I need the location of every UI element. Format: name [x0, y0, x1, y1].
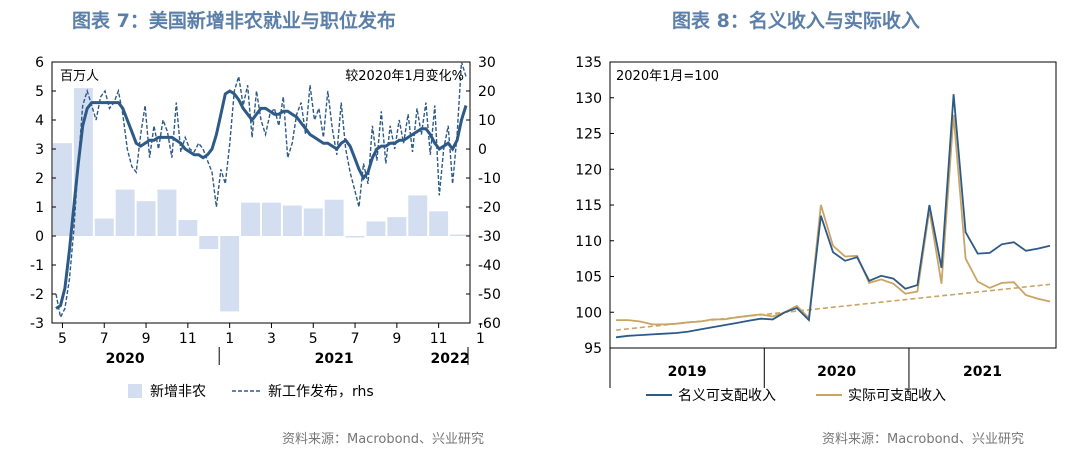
x-year-label: 2020	[817, 364, 856, 380]
left-tick-label: 2	[35, 171, 44, 187]
right-tick-label: 20	[478, 84, 496, 100]
right-tick-label: -10	[478, 171, 501, 187]
y-tick-label: 110	[575, 234, 602, 250]
bar-2021-12	[450, 234, 469, 236]
right-tick-label: -50	[478, 287, 501, 303]
chart-8-title: 图表 8：名义收入与实际收入	[672, 10, 920, 32]
y-tick-label: 130	[575, 91, 602, 107]
left-tick-label: 0	[35, 229, 44, 245]
chart-7-title: 图表 7：美国新增非农就业与职位发布	[72, 10, 396, 32]
bar-2021-02	[241, 202, 260, 236]
bar-2020-07	[94, 218, 114, 236]
x-tick-label: 1	[476, 331, 485, 347]
left-tick-label: 1	[35, 200, 44, 216]
left-unit-label: 百万人	[60, 69, 99, 84]
x-tick-label: 7	[100, 331, 109, 347]
job-postings-smoothed-line	[55, 89, 468, 310]
bar-2020-09	[136, 201, 156, 236]
right-tick-label: 30	[478, 55, 496, 71]
chart-7-source: 资料来源：Macrobond、兴业研究	[282, 432, 485, 447]
left-tick-label: -3	[30, 316, 44, 332]
x-tick-label: 5	[58, 331, 67, 347]
nominal-income-line	[615, 94, 1051, 339]
right-unit-label: 较2020年1月变化%	[345, 68, 464, 84]
x-tick-label: 9	[142, 331, 151, 347]
left-tick-label: 3	[35, 142, 44, 158]
y-tick-label: 100	[575, 305, 602, 321]
bar-2021-10	[408, 195, 428, 236]
right-tick-label: -30	[478, 229, 501, 245]
real-income-line	[616, 114, 1051, 326]
bar-2020-05	[53, 143, 72, 236]
left-tick-label: -1	[30, 258, 44, 274]
chart-8-source: 资料来源：Macrobond、兴业研究	[822, 432, 1025, 447]
y-tick-label: 125	[575, 127, 602, 143]
y-tick-label: 105	[575, 270, 602, 286]
plot-frame	[609, 61, 1057, 349]
x-tick-label: 9	[392, 331, 401, 347]
job-postings-weekly-line	[55, 61, 467, 320]
x-year-label: 2021	[315, 351, 354, 367]
index-label: 2020年1月=100	[616, 69, 719, 84]
y-tick-label: 135	[575, 55, 602, 71]
bar-2021-11	[429, 211, 449, 236]
bar-2020-08	[115, 189, 135, 236]
legend-label-line: 新工作发布，rhs	[268, 384, 374, 400]
bar-2021-01	[220, 236, 240, 312]
left-tick-label: 4	[35, 113, 44, 129]
plot-frame	[51, 61, 471, 324]
x-tick-label: 3	[267, 331, 276, 347]
x-tick-label: 7	[351, 331, 360, 347]
right-tick-label: 10	[478, 113, 496, 129]
right-tick-label: -40	[478, 258, 501, 274]
bar-2021-05	[303, 208, 323, 236]
bar-2020-10	[157, 189, 177, 236]
right-tick-label: -20	[478, 200, 501, 216]
right-tick-label: 0	[478, 142, 487, 158]
bar-2021-06	[324, 199, 344, 236]
legend-label-real: 实际可支配收入	[848, 388, 946, 404]
bar-2021-03	[262, 202, 281, 236]
bar-2021-07	[345, 236, 365, 238]
right-tick-label: -60	[478, 316, 501, 332]
left-tick-label: 6	[35, 55, 44, 71]
x-tick-label: 1	[225, 331, 234, 347]
x-year-label: 2021	[963, 364, 1002, 380]
y-tick-label: 115	[575, 198, 602, 214]
bar-2020-12	[199, 236, 219, 250]
chart-8-income: 95 100 105 110 115 120 125 130 135 2019 2020 2021 20…	[575, 55, 1057, 404]
x-tick-label: 5	[309, 331, 318, 347]
y-tick-label: 120	[575, 162, 602, 178]
bar-2021-04	[282, 205, 302, 236]
left-tick-label: -2	[30, 287, 44, 303]
y-tick-label: 95	[584, 341, 602, 357]
legend-swatch-bars	[128, 384, 142, 398]
x-tick-label: 11	[430, 331, 448, 347]
x-year-label: 2022	[431, 351, 470, 367]
left-tick-label: 5	[35, 84, 44, 100]
x-year-label: 2019	[668, 364, 707, 380]
legend-label-nominal: 名义可支配收入	[678, 388, 776, 404]
bar-2021-08	[366, 221, 386, 236]
x-year-label: 2020	[106, 351, 145, 367]
x-tick-label: 11	[179, 331, 197, 347]
bar-2020-06	[73, 88, 93, 236]
bar-2020-11	[178, 220, 198, 236]
legend-label-bars: 新增非农	[150, 384, 206, 400]
bar-2021-09	[387, 217, 407, 236]
